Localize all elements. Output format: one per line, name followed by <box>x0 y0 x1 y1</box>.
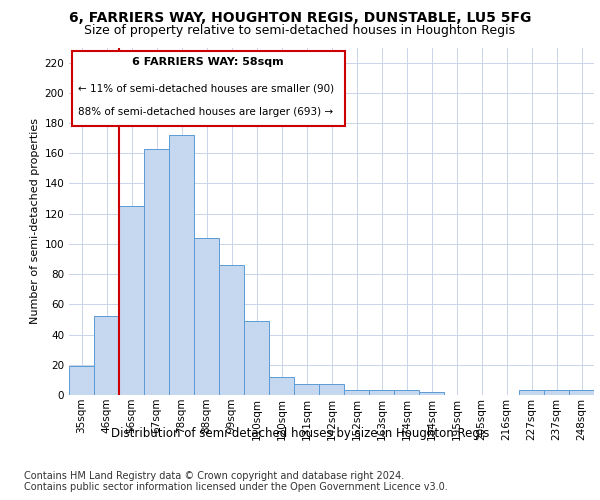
Bar <box>519 390 544 395</box>
Text: Size of property relative to semi-detached houses in Houghton Regis: Size of property relative to semi-detach… <box>85 24 515 37</box>
Bar <box>169 135 194 395</box>
Text: Distribution of semi-detached houses by size in Houghton Regis: Distribution of semi-detached houses by … <box>111 428 489 440</box>
Text: 6, FARRIERS WAY, HOUGHTON REGIS, DUNSTABLE, LU5 5FG: 6, FARRIERS WAY, HOUGHTON REGIS, DUNSTAB… <box>69 11 531 25</box>
Bar <box>569 390 594 395</box>
Bar <box>69 366 94 395</box>
Bar <box>244 321 269 395</box>
Bar <box>544 390 569 395</box>
Text: Contains HM Land Registry data © Crown copyright and database right 2024.: Contains HM Land Registry data © Crown c… <box>24 471 404 481</box>
Bar <box>94 316 119 395</box>
Bar <box>194 238 219 395</box>
Text: Contains public sector information licensed under the Open Government Licence v3: Contains public sector information licen… <box>24 482 448 492</box>
Bar <box>369 390 394 395</box>
Bar <box>319 384 344 395</box>
Bar <box>294 384 319 395</box>
Bar <box>144 148 169 395</box>
Bar <box>394 390 419 395</box>
Bar <box>119 206 144 395</box>
Text: 88% of semi-detached houses are larger (693) →: 88% of semi-detached houses are larger (… <box>78 107 333 117</box>
Text: 6 FARRIERS WAY: 58sqm: 6 FARRIERS WAY: 58sqm <box>133 57 284 67</box>
Bar <box>344 390 369 395</box>
Bar <box>269 377 294 395</box>
Text: ← 11% of semi-detached houses are smaller (90): ← 11% of semi-detached houses are smalle… <box>78 84 334 94</box>
Bar <box>419 392 444 395</box>
Y-axis label: Number of semi-detached properties: Number of semi-detached properties <box>30 118 40 324</box>
Bar <box>219 265 244 395</box>
FancyBboxPatch shape <box>71 51 344 126</box>
